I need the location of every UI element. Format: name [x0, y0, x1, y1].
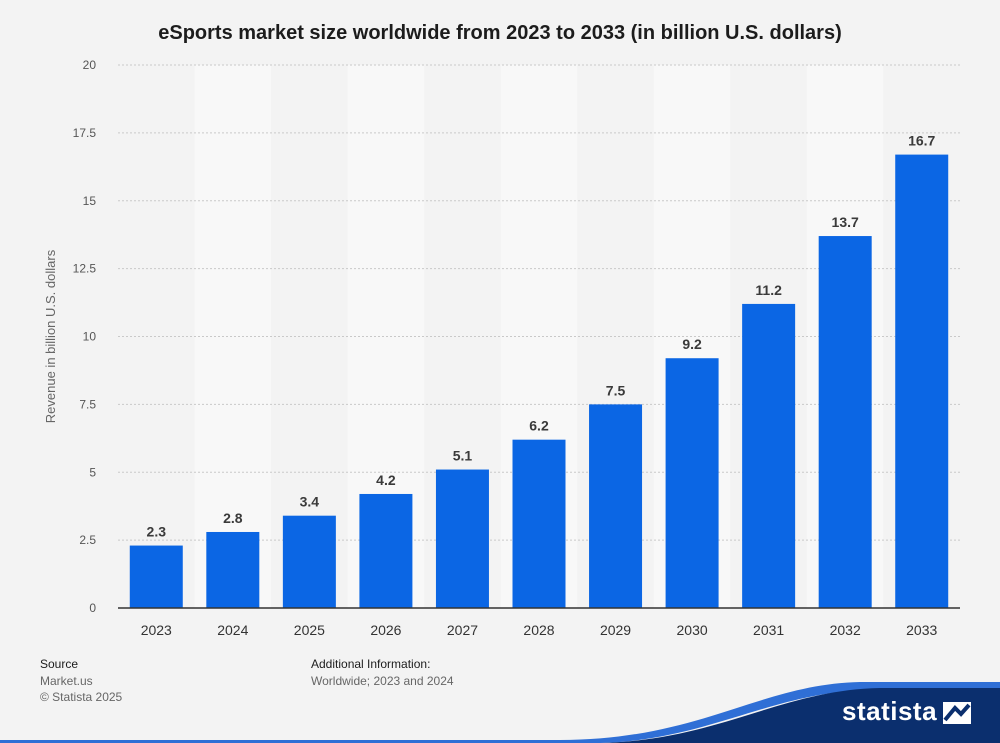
bar[interactable]	[206, 531, 260, 608]
bar[interactable]	[512, 439, 566, 608]
source-heading: Source	[40, 657, 79, 671]
source-name[interactable]: Market.us	[40, 674, 93, 688]
data-label: 13.7	[832, 214, 859, 230]
y-tick-label: 15	[83, 194, 97, 208]
additional-info-heading: Additional Information:	[311, 657, 431, 671]
bar[interactable]	[818, 236, 872, 609]
data-label: 2.8	[223, 510, 243, 526]
x-tick-label: 2030	[677, 622, 708, 638]
x-tick-label: 2027	[447, 622, 478, 638]
x-tick-label: 2025	[294, 622, 325, 638]
bar[interactable]	[282, 515, 336, 608]
x-tick-label: 2029	[600, 622, 631, 638]
bar[interactable]	[359, 493, 413, 608]
additional-info-text: Worldwide; 2023 and 2024	[311, 674, 454, 688]
y-tick-label: 7.5	[79, 397, 96, 411]
x-tick-label: 2032	[830, 622, 861, 638]
copyright: © Statista 2025	[40, 690, 123, 704]
data-label: 7.5	[606, 382, 626, 398]
bar[interactable]	[895, 154, 949, 608]
chart-title: eSports market size worldwide from 2023 …	[158, 22, 842, 44]
x-axis-labels: 2023 2024 2025 2026 2027 2028 2029 2030 2031 2032…	[141, 622, 938, 638]
y-tick-label: 20	[83, 58, 97, 72]
data-label: 9.2	[682, 336, 702, 352]
x-tick-label: 2026	[370, 622, 401, 638]
x-tick-label: 2023	[141, 622, 172, 638]
bar[interactable]	[435, 469, 489, 608]
bar[interactable]	[129, 545, 183, 608]
data-label: 6.2	[529, 418, 549, 434]
data-label: 4.2	[376, 472, 396, 488]
data-label: 3.4	[300, 494, 320, 510]
statista-logo[interactable]: statista	[842, 696, 938, 726]
y-axis-title: Revenue in billion U.S. dollars	[43, 249, 58, 423]
data-label: 2.3	[147, 524, 167, 540]
x-tick-label: 2033	[906, 622, 937, 638]
data-label: 5.1	[453, 448, 473, 464]
x-tick-label: 2028	[523, 622, 554, 638]
bars	[129, 154, 949, 609]
y-tick-label: 17.5	[73, 126, 97, 140]
y-tick-label: 5	[89, 465, 96, 479]
data-label: 16.7	[908, 133, 935, 149]
bar[interactable]	[589, 404, 643, 608]
y-tick-label: 10	[83, 330, 97, 344]
y-axis-ticks: 0 2.5 5 7.5 10 12.5 15 17.5 20	[73, 58, 97, 615]
bar[interactable]	[742, 303, 796, 608]
data-labels: 2.3 2.8 3.4 4.2 5.1 6.2 7.5 9.2 11.2 13.7 16.7	[147, 133, 936, 540]
y-tick-label: 2.5	[79, 533, 96, 547]
y-tick-label: 12.5	[73, 262, 97, 276]
x-tick-label: 2024	[217, 622, 248, 638]
statista-logo-icon	[943, 702, 971, 724]
bar[interactable]	[665, 358, 719, 608]
data-label: 11.2	[755, 282, 782, 298]
y-tick-label: 0	[89, 601, 96, 615]
x-tick-label: 2031	[753, 622, 784, 638]
